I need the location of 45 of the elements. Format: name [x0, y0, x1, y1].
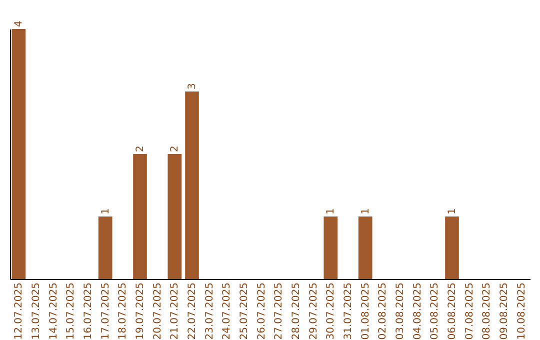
bar [445, 216, 459, 279]
x-tick-label: 19.07.2025 [135, 282, 146, 340]
x-tick-label: 23.07.2025 [204, 282, 216, 340]
data-label: 1 [326, 208, 337, 214]
x-tick-label: 06.08.2025 [447, 282, 458, 340]
data-label: 3 [187, 83, 198, 90]
data-label: 2 [170, 146, 181, 152]
x-tick-label: 15.07.2025 [66, 282, 77, 340]
x-tick-label: 14.07.2025 [48, 282, 60, 340]
x-tick-label: 04.08.2025 [412, 282, 424, 340]
bar [133, 154, 147, 279]
x-tick-label: 13.07.2025 [31, 282, 42, 340]
x-tick-label: 12.07.2025 [14, 282, 25, 340]
x-tick-label: 26.07.2025 [256, 282, 268, 340]
x-tick-label: 09.08.2025 [499, 282, 510, 340]
x-tick-label: 10.08.2025 [516, 282, 528, 340]
x-tick-label: 07.08.2025 [464, 282, 476, 340]
x-tick-label: 31.07.2025 [343, 282, 354, 340]
bar [168, 154, 182, 279]
bar [98, 216, 112, 279]
x-tick-label: 18.07.2025 [118, 282, 129, 340]
bar [324, 216, 338, 279]
x-tick-label: 21.07.2025 [170, 282, 181, 340]
x-tick-label: 24.07.2025 [222, 282, 233, 340]
data-label: 2 [135, 146, 146, 152]
x-tick-label: 03.08.2025 [395, 282, 406, 340]
x-tick-label: 30.07.2025 [326, 282, 337, 340]
x-tick-label: 01.08.2025 [360, 282, 372, 340]
data-label: 1 [100, 208, 112, 214]
x-tick-label: 22.07.2025 [187, 282, 198, 340]
x-tick-label: 02.08.2025 [378, 282, 389, 340]
x-tick-label: 20.07.2025 [152, 282, 164, 340]
x-tick-label: 05.08.2025 [430, 282, 441, 340]
x-tick-label: 28.07.2025 [291, 282, 302, 340]
x-tick-label: 16.07.2025 [83, 282, 94, 340]
x-tick-label: 27.07.2025 [274, 282, 285, 340]
data-label: 1 [447, 208, 458, 214]
data-label: 1 [360, 208, 372, 214]
bar [358, 216, 372, 279]
x-tick-label: 25.07.2025 [239, 282, 250, 340]
bar [185, 92, 199, 279]
x-tick-label: 29.07.2025 [308, 282, 320, 340]
x-tick-label: 17.07.2025 [100, 282, 112, 340]
data-label: 4 [14, 20, 25, 27]
x-tick-label: 08.08.2025 [482, 282, 493, 340]
